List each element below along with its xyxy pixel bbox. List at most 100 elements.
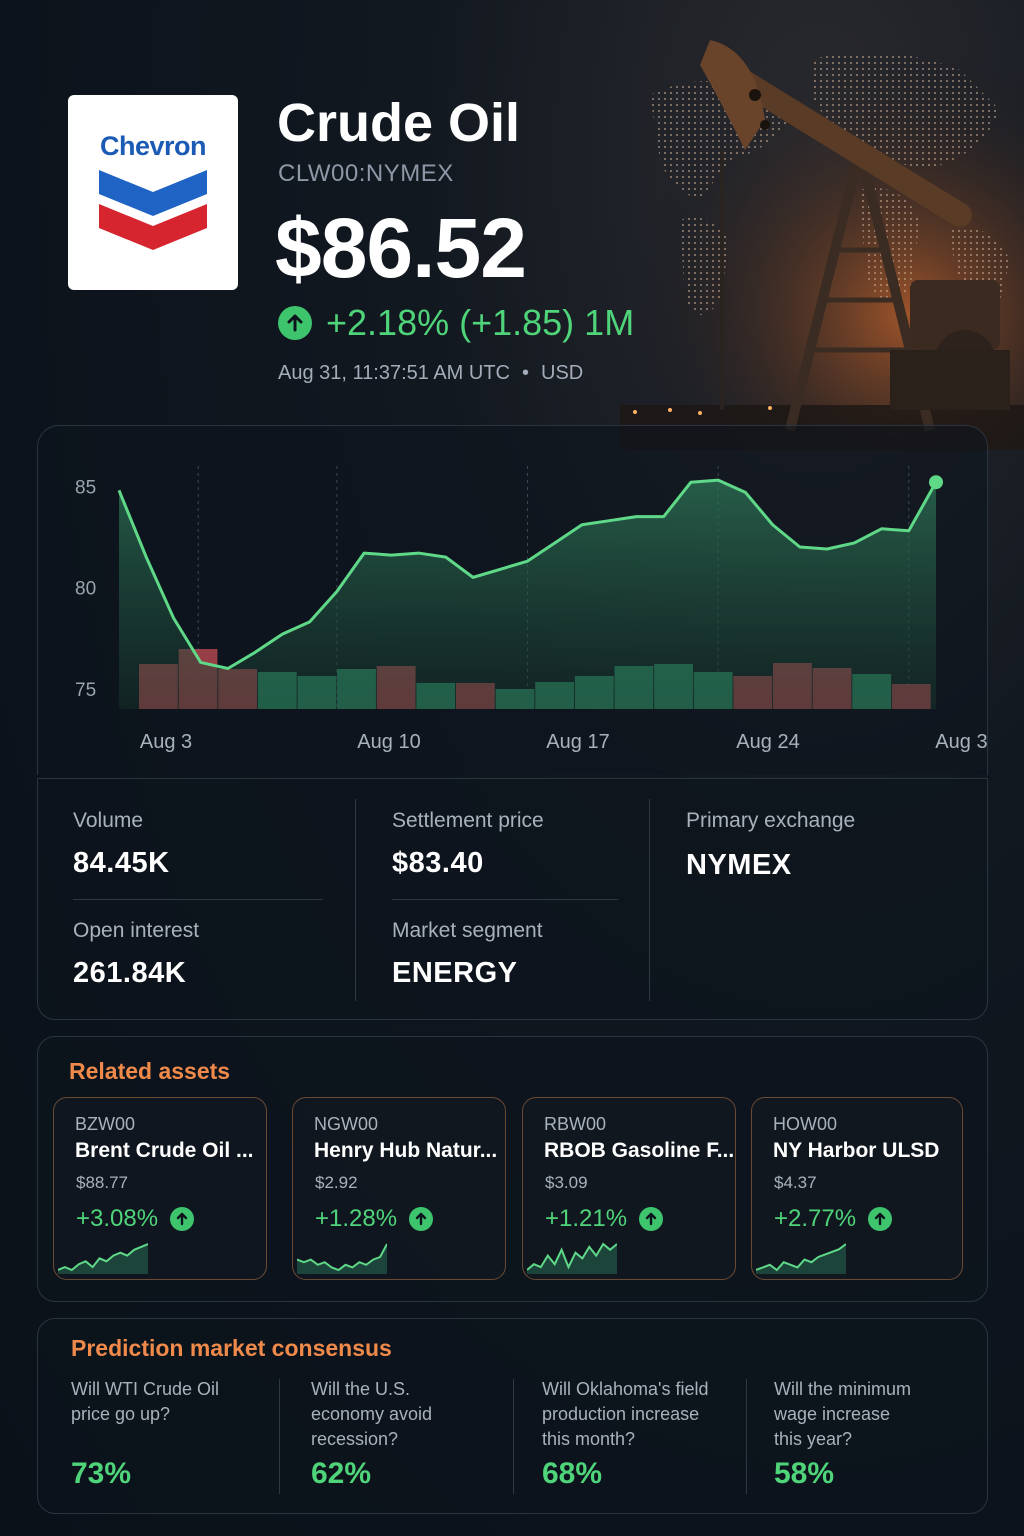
prediction-question[interactable]: Will Oklahoma's field production increas… <box>542 1377 732 1452</box>
x-tick-label: Aug 31 <box>935 731 989 753</box>
divider <box>649 799 650 1001</box>
exchange-value: NYMEX <box>686 849 792 881</box>
related-asset-card[interactable]: BZW00 Brent Crude Oil ... $88.77 +3.08% <box>53 1097 267 1280</box>
question-line: price go up? <box>71 1404 171 1424</box>
price-change: +2.18% (+1.85) 1M <box>278 302 634 344</box>
price-area <box>119 480 936 709</box>
question-line: economy avoid <box>311 1404 433 1424</box>
asset-name: RBOB Gasoline F... <box>544 1139 735 1162</box>
divider <box>513 1379 514 1494</box>
oil-pumpjack-illustration <box>560 0 1024 450</box>
prediction-value: 68% <box>542 1457 603 1490</box>
sparkline-area <box>58 1244 148 1274</box>
x-tick-label: Aug 3 <box>140 731 192 753</box>
open-interest-value: 261.84K <box>73 957 187 989</box>
arrow-up-icon <box>409 1207 434 1231</box>
asset-change: +1.21% <box>545 1205 664 1233</box>
settlement-value: $83.40 <box>392 847 484 879</box>
question-line: this year? <box>774 1429 853 1449</box>
asset-symbol: BZW00 <box>75 1114 136 1134</box>
arrow-up-icon <box>868 1207 893 1231</box>
sparkline-area <box>527 1244 617 1274</box>
sparkline <box>58 1243 148 1274</box>
related-asset-card[interactable]: NGW00 Henry Hub Natur... $2.92 +1.28% <box>292 1097 506 1280</box>
sparkline-line <box>58 1243 148 1272</box>
question-line: Will the U.S. <box>311 1379 411 1399</box>
asset-price: $88.77 <box>76 1173 128 1192</box>
sparkline <box>756 1243 846 1274</box>
question-line: this month? <box>542 1429 636 1449</box>
x-tick-label: Aug 24 <box>736 731 799 753</box>
sparkline <box>527 1242 617 1274</box>
asset-price: $2.92 <box>315 1173 358 1192</box>
divider <box>392 899 618 900</box>
asset-price: $4.37 <box>774 1173 817 1192</box>
x-tick-label: Aug 10 <box>357 731 420 753</box>
asset-symbol: NGW00 <box>314 1114 379 1134</box>
sparkline-line <box>297 1243 387 1272</box>
asset-name: Henry Hub Natur... <box>314 1139 498 1162</box>
asset-symbol: RBW00 <box>544 1114 607 1134</box>
related-asset-card[interactable]: RBW00 RBOB Gasoline F... $3.09 +1.21% <box>522 1097 736 1280</box>
price-line <box>117 478 938 670</box>
prediction-value: 58% <box>774 1457 835 1490</box>
prediction-value: 73% <box>71 1457 132 1490</box>
ticker-symbol: CLW00:NYMEX <box>278 160 454 187</box>
x-tick-label: Aug 17 <box>546 731 609 753</box>
last-price-dot <box>929 475 943 490</box>
divider <box>73 899 323 900</box>
settlement-label: Settlement price <box>392 809 544 832</box>
asset-symbol: HOW00 <box>773 1114 838 1134</box>
y-tick-label: 80 <box>75 579 96 600</box>
arrow-up-icon <box>278 306 312 340</box>
asset-change-text: +1.21% <box>545 1205 628 1232</box>
stats-panel: Volume 84.45K Open interest 261.84K Sett… <box>37 778 988 1020</box>
asset-name: Brent Crude Oil ... <box>75 1139 254 1162</box>
divider <box>746 1379 747 1494</box>
open-interest-label: Open interest <box>73 919 200 942</box>
change-text: +2.18% (+1.85) 1M <box>326 302 635 343</box>
asset-price: $3.09 <box>545 1173 588 1192</box>
question-line: production increase <box>542 1404 700 1424</box>
question-line: recession? <box>311 1429 399 1449</box>
prediction-value: 62% <box>311 1457 372 1490</box>
related-assets-title: Related assets <box>69 1058 231 1084</box>
volume-label: Volume <box>73 809 144 832</box>
currency: USD <box>541 362 584 384</box>
current-price: $86.52 <box>275 201 527 295</box>
sparkline-area <box>756 1244 846 1274</box>
timestamp-row: Aug 31, 11:37:51 AM UTC • USD <box>278 362 583 385</box>
asset-change-text: +1.28% <box>315 1205 398 1232</box>
related-assets-panel: Related assets BZW00 Brent Crude Oil ...… <box>37 1036 988 1302</box>
prediction-title: Prediction market consensus <box>71 1335 392 1361</box>
arrow-up-icon <box>639 1207 664 1231</box>
prediction-question[interactable]: Will the U.S. economy avoid recession? <box>311 1377 501 1452</box>
y-tick-label: 75 <box>75 680 96 701</box>
page-title: Crude Oil <box>277 93 521 153</box>
timestamp: Aug 31, 11:37:51 AM UTC <box>278 362 510 384</box>
related-asset-card[interactable]: HOW00 NY Harbor ULSD $4.37 +2.77% <box>751 1097 963 1280</box>
prediction-panel: Prediction market consensus Will WTI Cru… <box>37 1318 988 1514</box>
separator-dot: • <box>521 362 529 384</box>
logo-wordmark: Chevron <box>99 131 207 161</box>
asset-change: +3.08% <box>76 1205 195 1233</box>
price-chart[interactable]: 75 80 85 Aug 3 Aug 10 Aug 17 Aug 24 Aug 31 <box>38 426 989 776</box>
sparkline-line <box>527 1242 617 1271</box>
sparkline-line <box>756 1243 846 1272</box>
price-chart-card: 75 80 85 Aug 3 Aug 10 Aug 17 Aug 24 Aug 31 <box>37 425 989 776</box>
divider <box>279 1379 280 1494</box>
question-line: Will WTI Crude Oil <box>71 1379 219 1399</box>
prediction-question[interactable]: Will WTI Crude Oil price go up? <box>71 1377 261 1427</box>
sparkline-area <box>297 1244 387 1274</box>
asset-name: NY Harbor ULSD <box>773 1139 940 1162</box>
segment-value: ENERGY <box>392 957 518 989</box>
chevron-emblem-icon <box>99 170 207 250</box>
segment-label: Market segment <box>392 919 543 942</box>
divider <box>355 799 356 1001</box>
prediction-question[interactable]: Will the minimum wage increase this year… <box>774 1377 964 1452</box>
question-line: wage increase <box>774 1404 891 1424</box>
question-line: Will Oklahoma's field <box>542 1379 709 1399</box>
asset-change: +1.28% <box>315 1205 434 1233</box>
question-line: Will the minimum <box>774 1379 912 1399</box>
exchange-label: Primary exchange <box>686 809 856 832</box>
